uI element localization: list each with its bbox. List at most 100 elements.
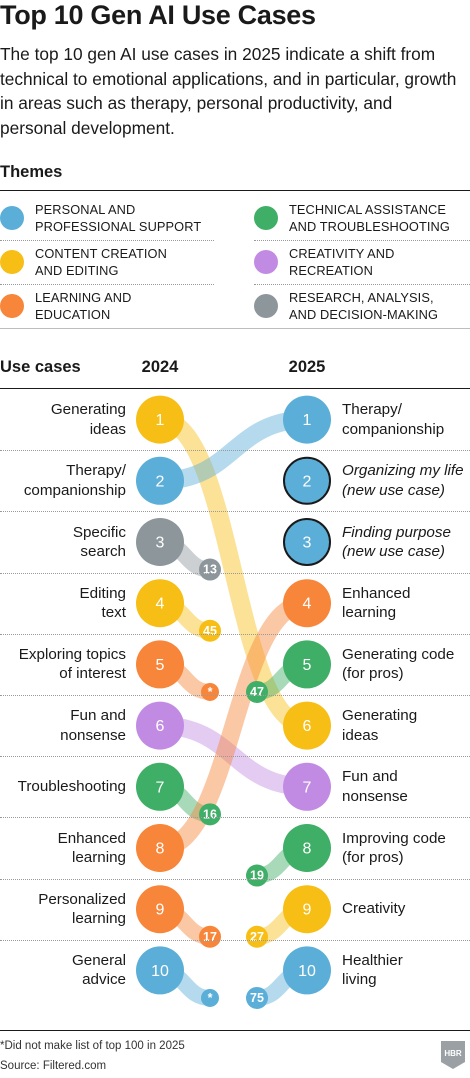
rank-2025-circle-9 [283,885,331,934]
dropout-marker-9-label: 17 [203,930,217,944]
themes-bottom-rule [0,328,470,329]
chart-bottom-rule [0,1030,470,1031]
rank-2025-number-9: 9 [303,902,312,919]
rank-2025-circle-10 [283,946,331,995]
theme-learning-label: LEARNING AND EDUCATION [35,290,132,322]
row-divider [0,939,470,941]
row-divider [0,633,470,635]
dropout-marker-4-label: 45 [203,624,217,638]
use-case-2024-label: Exploring topics of interest [18,645,126,683]
use-case-2025-label: Generating code (for pros) [342,645,455,683]
rank-2024-number-4: 4 [156,596,165,613]
theme-content: CONTENT CREATION AND EDITING [0,240,167,284]
rank-2025-circle-7 [283,762,331,811]
rank-2024-circle-1 [136,395,184,444]
svg-text:HBR: HBR [444,1049,462,1058]
themes-divider [254,240,470,241]
year-2024-label: 2024 [141,358,179,376]
rank-2024-circle-3 [136,518,184,566]
rank-2025-circle-3 [283,518,331,566]
use-case-2024-label: General advice [71,951,126,989]
use-case-2024-label: Specific search [72,523,126,561]
hbr-logo: HBR [441,1041,465,1069]
rank-2025-circle-5 [283,640,331,689]
rank-2025-number-3: 3 [303,535,312,552]
theme-research: RESEARCH, ANALYSIS, AND DECISION-MAKING [254,284,438,328]
row-divider [0,817,470,819]
theme-creativity-dot [254,250,278,274]
rank-2024-number-8: 8 [156,841,165,858]
dropout-marker-7 [199,803,221,826]
rank-2024-circle-7 [136,762,184,811]
rank-2024-number-1: 1 [156,412,165,429]
rank-2025-circle-6 [283,701,331,750]
theme-content-label: CONTENT CREATION AND EDITING [35,246,167,278]
theme-personal-label: PERSONAL AND PROFESSIONAL SUPPORT [35,202,202,234]
footnote: *Did not make list of top 100 in 2025 [0,1040,185,1052]
theme-technical: TECHNICAL ASSISTANCE AND TROUBLESHOOTING [254,196,450,240]
dropout-marker-3-label: 13 [203,563,217,577]
rank-2024-circle-2 [136,456,184,505]
use-case-2025-label: Creativity [342,900,406,918]
prior-rank-marker-10 [246,986,268,1009]
rank-2025-number-7: 7 [303,779,312,796]
theme-personal-dot [0,206,24,230]
dropout-marker-3 [199,558,221,581]
year-2025-label: 2025 [288,358,326,376]
rank-2024-number-2: 2 [156,473,165,490]
use-case-2025-label: Organizing my life (new use case) [342,462,464,499]
dropout-marker-5-label: * [208,685,213,699]
dropout-marker-9 [199,925,221,948]
themes-divider [254,284,470,285]
use-cases-heading: Use cases [0,358,81,376]
dropout-marker-10 [201,988,219,1007]
theme-learning: LEARNING AND EDUCATION [0,284,132,328]
use-case-2025-label: Improving code (for pros) [342,829,446,867]
prior-rank-marker-10-label: 75 [250,991,264,1005]
rank-2024-circle-6 [136,701,184,750]
theme-creativity-label: CREATIVITY AND RECREATION [289,246,395,278]
theme-content-dot [0,250,24,274]
prior-rank-marker-9-label: 27 [250,930,264,944]
theme-research-label: RESEARCH, ANALYSIS, AND DECISION-MAKING [289,290,439,322]
row-divider [0,695,470,696]
rank-2024-number-10: 10 [151,963,169,980]
prior-rank-marker-8-label: 19 [250,869,264,883]
use-case-2025-label: Therapy/ companionship [342,401,445,438]
rank-2024-number-7: 7 [156,779,165,796]
theme-technical-label: TECHNICAL ASSISTANCE AND TROUBLESHOOTING [289,202,450,234]
theme-research-dot [254,294,278,318]
rank-2025-circle-4 [283,579,331,628]
chart-subtitle: The top 10 gen AI use cases in 2025 indi… [0,44,457,138]
use-cases-top-rule [0,388,470,389]
row-divider [0,511,470,513]
row-divider [0,878,470,880]
use-case-2024-label: Personalized learning [38,890,126,928]
rank-2024-circle-9 [136,885,184,934]
themes-heading: Themes [0,163,63,181]
rank-2025-circle-2 [283,456,331,505]
rank-2025-number-4: 4 [303,596,312,613]
rank-2024-circle-8 [136,824,184,872]
rank-2024-number-6: 6 [156,718,165,735]
theme-creativity: CREATIVITY AND RECREATION [254,240,394,284]
row-divider [0,572,470,574]
use-case-2024-label: Therapy/ companionship [23,462,126,499]
prior-rank-marker-5 [246,680,268,703]
rank-2025-number-6: 6 [303,718,312,735]
use-case-2024-label: Editing text [79,584,126,622]
use-case-2024-label: Fun and nonsense [60,707,126,744]
row-divider [0,756,470,758]
rank-2025-number-1: 1 [303,412,312,429]
prior-rank-marker-5-label: 47 [250,685,264,699]
use-case-2025-label: Enhanced learning [342,584,411,622]
rank-2024-number-5: 5 [156,657,165,674]
theme-personal: PERSONAL AND PROFESSIONAL SUPPORT [0,196,201,240]
rank-2025-circle-1 [283,395,331,444]
use-case-2025-label: Healthier living [342,951,403,989]
use-case-2025-label: Generating ideas [342,707,418,744]
rank-2024-number-3: 3 [156,535,165,552]
dropout-marker-4 [199,619,221,642]
themes-divider [0,240,214,241]
